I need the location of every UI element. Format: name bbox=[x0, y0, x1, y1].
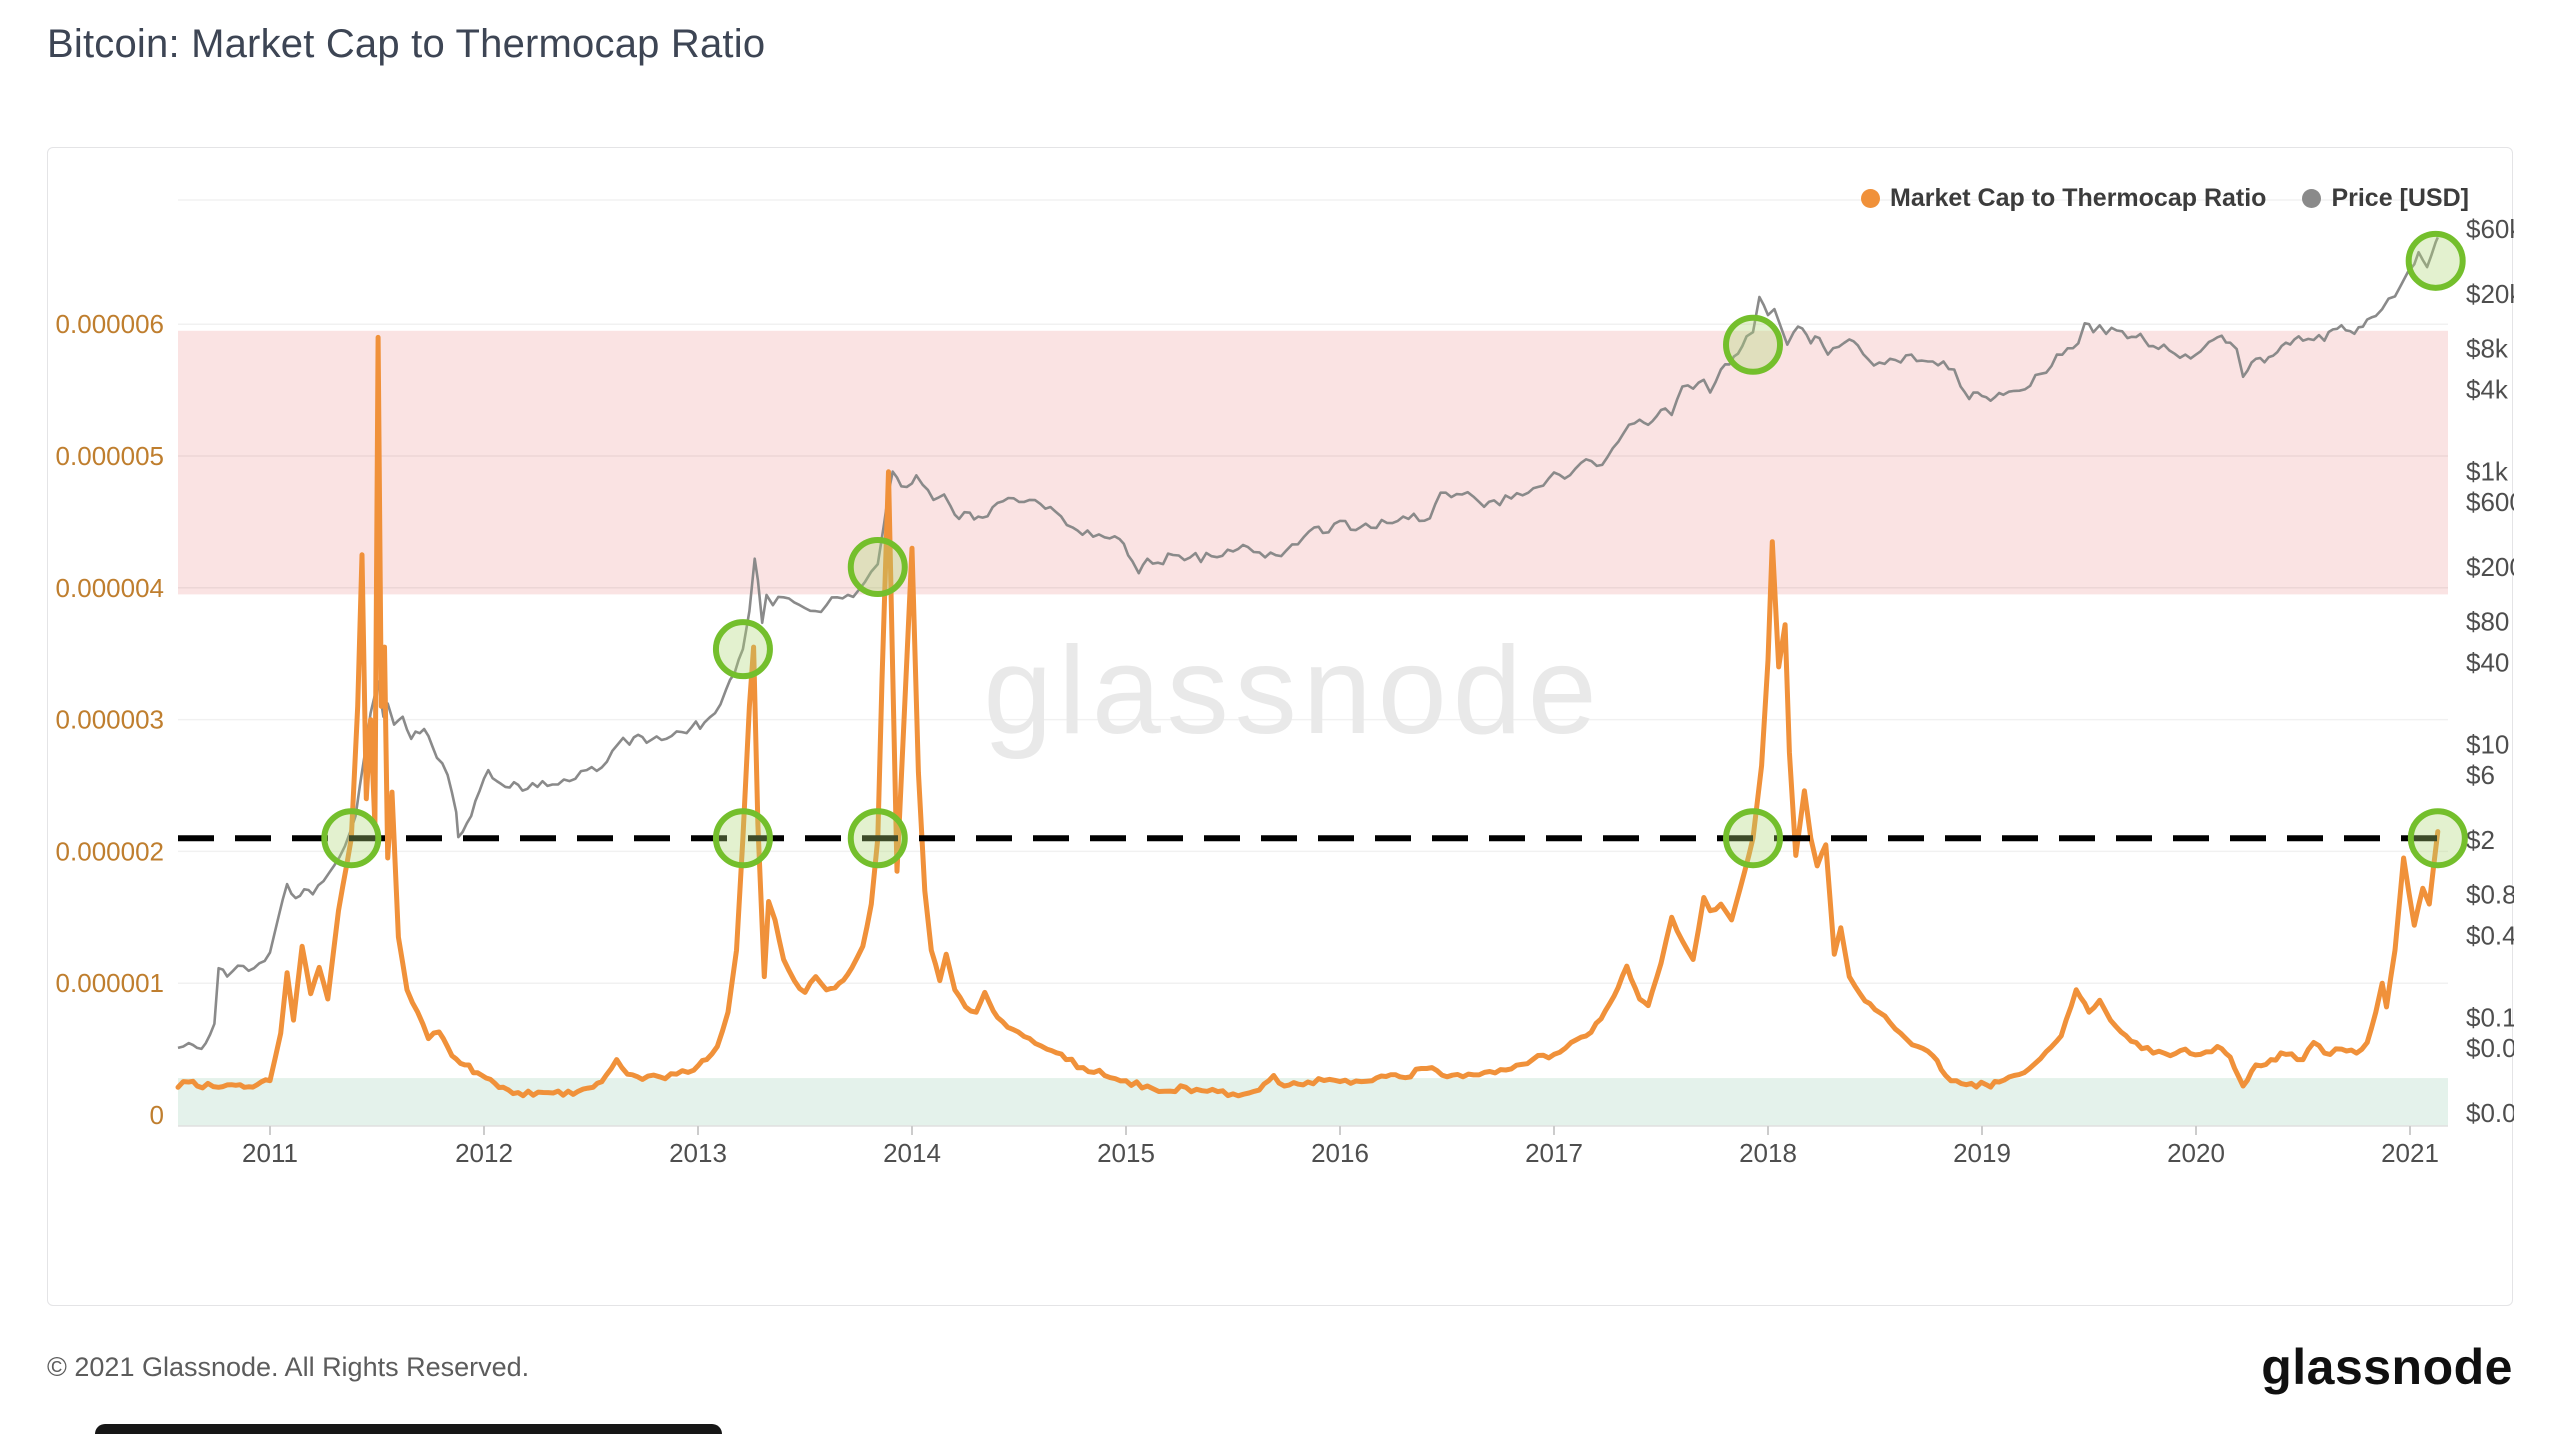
y-right-tick-label: $20k bbox=[2466, 279, 2514, 309]
highlight-circle-marker bbox=[2407, 808, 2468, 869]
y-left-tick-label: 0.000006 bbox=[56, 309, 164, 339]
y-right-tick-label: $1k bbox=[2466, 457, 2509, 487]
y-right-tick-label: $40 bbox=[2466, 647, 2509, 677]
y-right-tick-label: $2 bbox=[2466, 825, 2495, 855]
bottom-dock-fragment bbox=[95, 1424, 722, 1434]
y-right-tick-label: $80 bbox=[2466, 606, 2509, 636]
y-right-tick-label: $8k bbox=[2466, 333, 2509, 363]
y-left-tick-label: 0.000001 bbox=[56, 968, 164, 998]
highlight-circle-marker bbox=[2405, 230, 2466, 291]
y-right-tick-label: $6 bbox=[2466, 760, 2495, 790]
highlight-circle-marker bbox=[1723, 314, 1784, 375]
y-right-tick-label: $0.10 bbox=[2466, 1003, 2514, 1033]
x-tick-label: 2021 bbox=[2381, 1138, 2439, 1168]
y-left-tick-label: 0 bbox=[150, 1100, 164, 1130]
x-tick-label: 2018 bbox=[1739, 1138, 1797, 1168]
x-tick-label: 2013 bbox=[669, 1138, 727, 1168]
copyright-text: © 2021 Glassnode. All Rights Reserved. bbox=[47, 1352, 530, 1382]
y-right-tick-label: $0.40 bbox=[2466, 920, 2514, 950]
y-right-tick-label: $0.80 bbox=[2466, 879, 2514, 909]
y-left-tick-label: 0.000004 bbox=[56, 573, 164, 603]
ratio-line-series bbox=[175, 334, 2441, 1099]
x-tick-label: 2016 bbox=[1311, 1138, 1369, 1168]
legend-label-price: Price [USD] bbox=[2331, 184, 2469, 212]
highlight-circle-marker bbox=[321, 808, 382, 869]
x-tick-label: 2012 bbox=[455, 1138, 513, 1168]
highlight-circle-marker bbox=[712, 619, 773, 680]
x-tick-label: 2017 bbox=[1525, 1138, 1583, 1168]
x-tick-label: 2015 bbox=[1097, 1138, 1155, 1168]
y-right-tick-label: $0.02 bbox=[2466, 1098, 2514, 1128]
y-right-tick-label: $200 bbox=[2466, 552, 2514, 582]
price-series-swatch-icon bbox=[2302, 189, 2322, 208]
chart-legend: Market Cap to Thermocap Ratio Price [USD… bbox=[1861, 184, 2469, 213]
y-right-tick-label: $600 bbox=[2466, 487, 2514, 517]
y-right-tick-label: $4k bbox=[2466, 374, 2509, 404]
x-tick-label: 2020 bbox=[2167, 1138, 2225, 1168]
y-right-tick-label: $0.06 bbox=[2466, 1033, 2514, 1063]
thermocap-ratio-chart: glassnode 2011 2012 2013 2014 2015 2016 2017 201… bbox=[56, 199, 2514, 1168]
x-tick-label: 2011 bbox=[242, 1138, 298, 1168]
y-left-tick-label: 0.000005 bbox=[56, 441, 164, 471]
legend-item-price[interactable]: Price [USD] bbox=[2302, 184, 2469, 213]
highlight-circle-marker bbox=[847, 537, 908, 597]
legend-item-ratio[interactable]: Market Cap to Thermocap Ratio bbox=[1861, 184, 2266, 213]
y-left-tick-label: 0.000003 bbox=[56, 705, 164, 735]
overheated-zone-band bbox=[178, 330, 2448, 595]
highlight-circle-marker bbox=[1723, 808, 1784, 869]
page-title: Bitcoin: Market Cap to Thermocap Ratio bbox=[47, 22, 766, 66]
y-right-tick-label: $60k bbox=[2466, 214, 2514, 244]
highlight-circle-marker bbox=[847, 808, 908, 869]
x-tick-label: 2019 bbox=[1953, 1138, 2011, 1168]
x-tick-label: 2014 bbox=[883, 1138, 941, 1168]
chart-card: glassnode 2011 2012 2013 2014 2015 2016 2017 201… bbox=[47, 147, 2514, 1306]
legend-label-ratio: Market Cap to Thermocap Ratio bbox=[1890, 184, 2267, 212]
price-line-series bbox=[177, 236, 2439, 1051]
highlight-circle-marker bbox=[712, 808, 773, 869]
glassnode-logo: glassnode bbox=[2261, 1339, 2513, 1395]
ratio-series-swatch-icon bbox=[1861, 189, 1880, 208]
y-right-tick-label: $10 bbox=[2466, 730, 2509, 760]
y-left-tick-label: 0.000002 bbox=[56, 836, 164, 866]
watermark-text: glassnode bbox=[983, 622, 1602, 760]
